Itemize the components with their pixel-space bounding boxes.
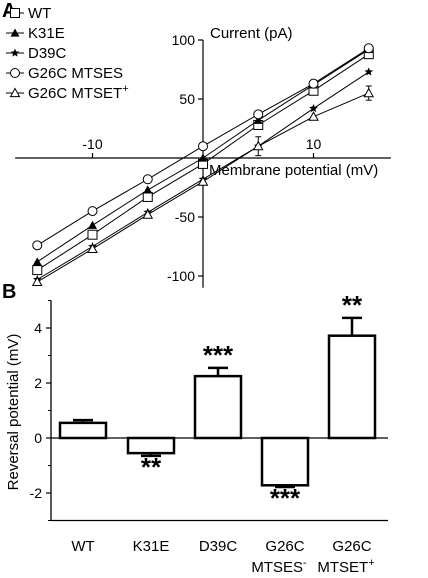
y-tick-label: 0 (34, 430, 42, 446)
bar (126, 436, 176, 455)
legend-label: WT (28, 5, 51, 22)
x-tick-label: 10 (306, 136, 322, 152)
data-point (253, 115, 263, 124)
data-point (198, 141, 208, 152)
data-point (87, 243, 98, 253)
y-tick-label: -2 (30, 485, 43, 501)
data-point (143, 185, 153, 194)
legend-marker (10, 28, 20, 37)
legend-marker (9, 87, 21, 98)
significance-label: *** (270, 483, 301, 513)
data-point (308, 111, 319, 121)
data-point (87, 229, 98, 240)
data-point (197, 176, 209, 186)
data-point (363, 43, 374, 54)
reversal-bar-chart: -2 0 2 4 WT ** K31E *** D39C *** G26C MTSES- ** G26C M… (30, 290, 388, 576)
category-sublabel: MTSET+ (317, 557, 374, 576)
panel-b-label: B (2, 281, 16, 303)
data-point (32, 265, 43, 276)
reversal-y-axis-label: Reversal potential (mV) (5, 334, 22, 491)
category-label: K31E (133, 538, 170, 555)
significance-label: *** (203, 340, 234, 370)
data-point (142, 191, 153, 202)
data-point (88, 220, 97, 229)
legend-marker (10, 8, 20, 18)
data-point (363, 87, 375, 98)
data-point (198, 153, 208, 162)
y-tick-label: -50 (175, 209, 195, 225)
iv-y-axis-label: Current (pA) (210, 25, 293, 42)
legend-marker (10, 48, 20, 57)
category-label: G26C (265, 538, 304, 555)
legend-label: K31E (28, 25, 65, 42)
bar (260, 436, 310, 487)
category-label: D39C (199, 538, 238, 555)
data-point (142, 174, 153, 185)
data-point (309, 103, 318, 113)
significance-label: ** (342, 290, 363, 320)
category-sublabel: MTSES- (251, 557, 307, 576)
category-label: WT (71, 538, 94, 555)
data-point (32, 240, 43, 251)
data-point (142, 209, 154, 219)
y-tick-label: 4 (34, 320, 42, 336)
legend-marker (10, 68, 20, 78)
y-tick-label: -100 (167, 268, 195, 284)
y-tick-label: 50 (179, 91, 195, 107)
iv-chart: -10 10 -100 -50 50 100 (15, 32, 391, 288)
bar (58, 421, 108, 440)
significance-label: ** (141, 452, 162, 482)
data-point (308, 78, 319, 89)
bar (193, 374, 243, 440)
legend-label: G26C MTSET+ (28, 83, 129, 102)
legend-label: D39C (28, 45, 67, 62)
category-label: G26C (332, 538, 371, 555)
data-point (87, 206, 98, 217)
y-tick-label: 2 (34, 375, 42, 391)
y-tick-label: 100 (172, 32, 196, 48)
data-point (364, 67, 374, 76)
data-point (253, 109, 264, 120)
data-point (31, 276, 43, 286)
bar (327, 334, 377, 440)
data-point (252, 140, 264, 151)
legend-label: G26C MTSES (28, 65, 123, 82)
iv-x-axis-label: Membrane potential (mV) (209, 162, 378, 179)
data-point (32, 257, 42, 266)
x-tick-label: -10 (82, 136, 102, 152)
